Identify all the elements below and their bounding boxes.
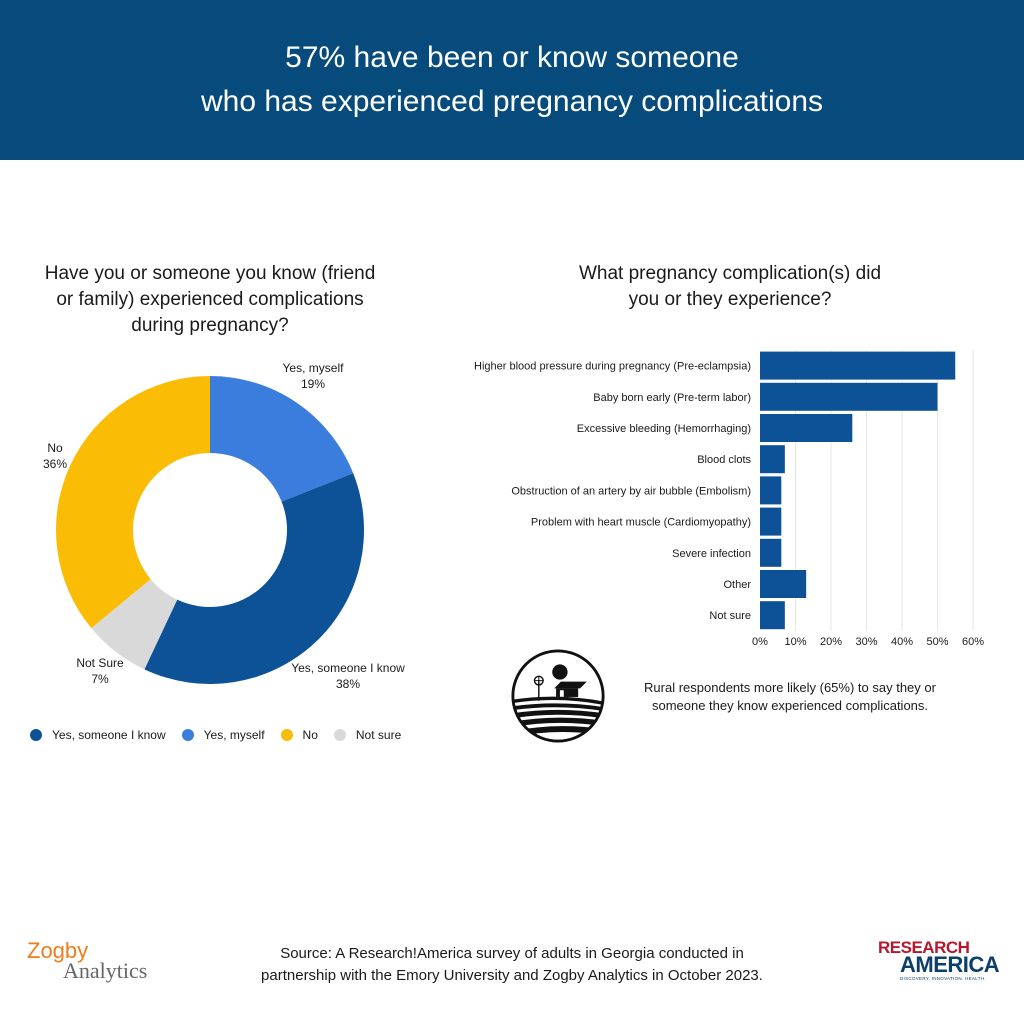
bar-category-label: Obstruction of an artery by air bubble (… — [511, 485, 751, 497]
bar-title-line-1: What pregnancy complication(s) did — [578, 263, 882, 284]
legend-swatch-no — [280, 729, 293, 741]
slice-value-no: 36% — [43, 457, 67, 471]
rural-note-line-2: someone they know experienced complicati… — [651, 698, 929, 713]
source-line-2: partnership with the Emory University an… — [261, 967, 763, 984]
research-america-logo: RESEARCH AMERICA DISCOVERY. INNOVATION. … — [878, 938, 1000, 988]
x-tick-label: 50% — [926, 636, 948, 648]
legend-label-myself: Yes, myself — [203, 728, 265, 742]
legend-label-notsure: Not sure — [355, 728, 402, 742]
legend-swatch-notsure — [333, 729, 346, 741]
bar-category-label: Severe infection — [672, 548, 751, 560]
donut-slice-no — [55, 376, 210, 629]
ra-logo-america: AMERICA — [900, 952, 1000, 977]
bar — [760, 382, 938, 411]
x-tick-label: 40% — [891, 636, 913, 648]
legend-label-someone: Yes, someone I know — [52, 728, 166, 742]
x-tick-label: 10% — [784, 636, 806, 648]
header-title-line-1: 57% have been or know someone — [285, 41, 739, 74]
x-tick-label: 60% — [962, 636, 984, 648]
slice-label-someone: Yes, someone I know — [291, 661, 405, 675]
donut-chart: Yes, myself 19% Yes, someone I know 38% Not … — [43, 361, 405, 691]
legend-swatch-myself — [181, 729, 194, 741]
bar — [760, 476, 782, 505]
slice-label-notsure: Not Sure — [76, 656, 124, 670]
header-banner: 57% have been or know someone who has ex… — [0, 0, 1024, 160]
donut-title-line-2: or family) experienced complications — [56, 289, 364, 310]
legend-item-notsure: Not sure — [333, 728, 402, 742]
bar-category-label: Problem with heart muscle (Cardiomyopath… — [531, 517, 751, 529]
zogby-analytics-logo: Zogby Analytics — [27, 940, 147, 982]
zogby-logo-word: Zogby — [27, 938, 89, 963]
bar — [760, 445, 785, 474]
bar-category-label: Blood clots — [697, 454, 751, 466]
bar-category-label: Excessive bleeding (Hemorrhaging) — [577, 423, 751, 435]
bar-category-label: Baby born early (Pre-term labor) — [593, 392, 751, 404]
bar — [760, 414, 853, 442]
ra-logo-research: RESEARCH — [878, 938, 970, 957]
ra-logo-tagline: DISCOVERY. INNOVATION. HEALTH. — [900, 976, 986, 981]
bar — [760, 507, 782, 536]
rural-note-line-1: Rural respondents more likely (65%) to s… — [644, 680, 936, 695]
slice-value-someone: 38% — [336, 677, 360, 691]
header-title-line-2: who has experienced pregnancy complicati… — [200, 85, 824, 118]
donut-chart-title: Have you or someone you know (friend or … — [30, 261, 390, 339]
source-note: Source: A Research!America survey of adu… — [210, 943, 814, 987]
analytics-logo-word: Analytics — [63, 958, 148, 983]
bar — [760, 601, 785, 630]
farm-icon — [511, 649, 605, 743]
bar-chart-title: What pregnancy complication(s) did you o… — [545, 261, 915, 313]
legend-swatch-someone — [30, 729, 42, 741]
legend-item-no: No — [280, 728, 318, 742]
bar-category-label: Other — [723, 579, 751, 591]
slice-label-no: No — [47, 441, 63, 455]
bar-title-line-2: you or they experience? — [628, 289, 832, 310]
slice-value-notsure: 7% — [91, 672, 109, 686]
donut-slice-myself — [210, 376, 354, 502]
bar-chart: 0% 10% 20% 30% 40% 50% 60% Higher blood pressur… — [474, 350, 984, 648]
slice-label-myself: Yes, myself — [283, 361, 345, 375]
slice-value-myself: 19% — [301, 377, 325, 391]
x-tick-label: 30% — [855, 636, 877, 648]
donut-title-line-1: Have you or someone you know (friend — [44, 263, 376, 284]
x-tick-label: 0% — [752, 636, 768, 648]
donut-slice-notsure — [91, 579, 178, 670]
legend-label-no: No — [302, 728, 318, 742]
donut-title-line-3: during pregnancy? — [131, 315, 289, 336]
bar — [760, 538, 782, 567]
donut-slice-someone — [144, 473, 364, 684]
bar-category-label: Not sure — [709, 610, 751, 622]
bar — [760, 570, 807, 598]
source-line-1: Source: A Research!America survey of adu… — [280, 945, 744, 962]
x-tick-label: 20% — [820, 636, 842, 648]
bar-category-label: Higher blood pressure during pregnancy (… — [474, 361, 751, 373]
bar — [760, 351, 956, 380]
rural-note: Rural respondents more likely (65%) to s… — [625, 679, 955, 715]
legend-item-someone: Yes, someone I know — [30, 728, 166, 742]
legend-item-myself: Yes, myself — [181, 728, 265, 742]
donut-legend: Yes, someone I know Yes, myself No Not s… — [30, 728, 417, 742]
